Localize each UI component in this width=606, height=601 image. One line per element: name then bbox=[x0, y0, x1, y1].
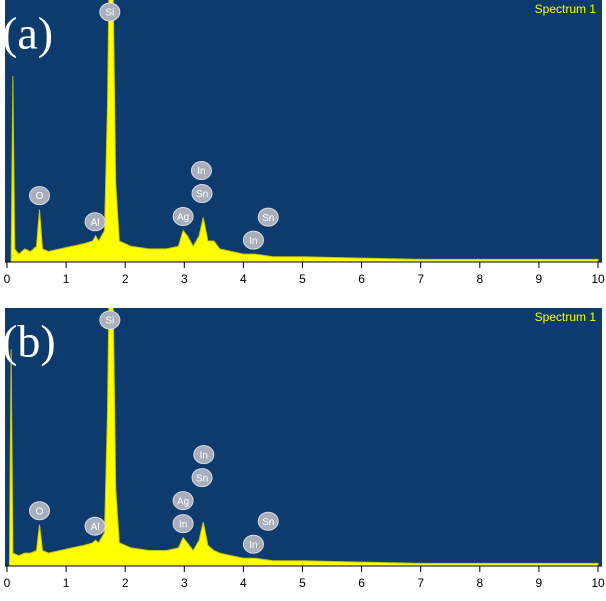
peak-label: Sn bbox=[196, 189, 208, 200]
spectrum bbox=[7, 308, 599, 566]
peak-label: Al bbox=[91, 522, 100, 533]
peak-label: Si bbox=[105, 8, 114, 19]
peak-marker bbox=[99, 2, 121, 22]
peak-marker bbox=[172, 514, 194, 534]
peak-marker bbox=[99, 310, 121, 330]
peak-marker bbox=[193, 445, 215, 465]
x-tick-label: 7 bbox=[417, 272, 424, 286]
peak-label: In bbox=[200, 450, 208, 461]
peak-marker bbox=[242, 534, 264, 554]
peak-marker bbox=[257, 511, 279, 531]
plot bbox=[7, 0, 599, 262]
peak-marker bbox=[191, 468, 213, 488]
x-tick-label: 8 bbox=[476, 272, 483, 286]
peak-label: O bbox=[36, 191, 44, 202]
x-tick-label: 1 bbox=[63, 272, 70, 286]
x-tick-label: 4 bbox=[240, 272, 247, 286]
x-tick-label: 5 bbox=[299, 576, 306, 590]
x-tick-label: 2 bbox=[122, 576, 129, 590]
legend-label: Spectrum 1 bbox=[535, 310, 597, 324]
x-tick-label: 3 bbox=[181, 272, 188, 286]
peak-marker bbox=[29, 501, 51, 521]
x-tick-label: 5 bbox=[299, 272, 306, 286]
peak-label: Sn bbox=[262, 213, 274, 224]
peak-label: O bbox=[36, 506, 44, 517]
peak-marker bbox=[257, 207, 279, 227]
peak-marker bbox=[84, 516, 106, 536]
panel-label: (b) bbox=[2, 316, 56, 367]
peak-label: Al bbox=[91, 217, 100, 228]
x-tick-label: 6 bbox=[358, 576, 365, 590]
peak-label: In bbox=[197, 166, 205, 177]
peak-marker bbox=[29, 186, 51, 206]
peak-marker bbox=[172, 207, 194, 227]
peak-marker bbox=[242, 230, 264, 250]
peak-label: Sn bbox=[262, 517, 274, 528]
x-tick-label: 3 bbox=[181, 576, 188, 590]
peak-marker bbox=[191, 184, 213, 204]
x-tick-label: 8 bbox=[476, 576, 483, 590]
spectrum bbox=[7, 0, 599, 262]
peak-marker bbox=[190, 161, 212, 181]
peak-label: Ag bbox=[177, 496, 189, 507]
peak-label: Sn bbox=[196, 473, 208, 484]
x-tick-label: 9 bbox=[536, 272, 543, 286]
peak-marker bbox=[172, 491, 194, 511]
x-tick-label: 10 bbox=[591, 272, 605, 286]
x-tick-label: 9 bbox=[536, 576, 543, 590]
peak-label: Ag bbox=[177, 212, 189, 223]
peak-label: In bbox=[179, 519, 187, 530]
x-tick-label: 1 bbox=[63, 576, 70, 590]
peak-label: In bbox=[249, 540, 257, 551]
peak-label: Si bbox=[105, 316, 114, 327]
x-tick-label: 10 bbox=[591, 576, 605, 590]
x-tick-label: 0 bbox=[4, 576, 11, 590]
panel-label: (a) bbox=[2, 8, 53, 59]
x-tick-label: 7 bbox=[417, 576, 424, 590]
x-tick-label: 0 bbox=[4, 272, 11, 286]
peak-marker bbox=[84, 212, 106, 232]
x-tick-label: 6 bbox=[358, 272, 365, 286]
x-tick-label: 4 bbox=[240, 576, 247, 590]
plot bbox=[7, 308, 599, 566]
legend-label: Spectrum 1 bbox=[535, 2, 597, 16]
peak-label: In bbox=[249, 236, 257, 247]
x-tick-label: 2 bbox=[122, 272, 129, 286]
